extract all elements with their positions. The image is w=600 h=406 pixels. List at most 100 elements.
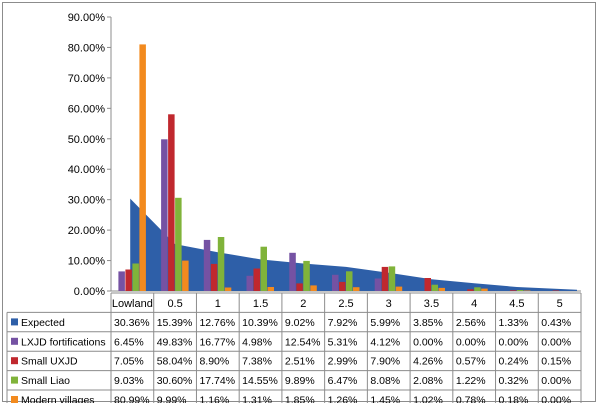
data-label: 10.39% xyxy=(242,317,278,329)
bar-small-uxjd xyxy=(168,114,175,291)
x-tick-label: 3.5 xyxy=(424,298,439,310)
bar-modern-villages xyxy=(182,260,189,291)
data-label: 0.15% xyxy=(541,356,571,368)
data-label: 16.77% xyxy=(199,336,235,348)
data-label: 0.43% xyxy=(541,317,571,329)
bar-modern-villages xyxy=(353,287,360,291)
bar-small-uxjd xyxy=(552,290,560,291)
data-label: 0.57% xyxy=(456,356,486,368)
bar-small-liao xyxy=(516,290,524,291)
data-label: 30.36% xyxy=(114,317,150,329)
data-label: 0.00% xyxy=(456,336,486,348)
legend-key-swatch xyxy=(11,337,18,345)
data-label: 12.54% xyxy=(285,336,321,348)
expected-area-layer xyxy=(130,198,577,291)
data-label: 7.92% xyxy=(328,317,358,329)
data-label: 30.60% xyxy=(157,375,193,387)
data-label: 4.12% xyxy=(370,336,400,348)
chart-svg: 0.00%10.00%20.00%30.00%40.00%50.00%60.00… xyxy=(6,12,582,404)
y-tick-label: 10.00% xyxy=(68,256,106,268)
data-label: 80.99% xyxy=(114,395,150,404)
legend-key-swatch xyxy=(11,396,18,403)
data-label: 8.08% xyxy=(370,375,400,387)
y-tick-label: 90.00% xyxy=(68,12,106,24)
data-label: 0.78% xyxy=(456,395,486,404)
data-label: 7.38% xyxy=(242,356,272,368)
bar-small-liao xyxy=(346,271,353,291)
axes: 0.00% 10.00% 20.00% 30.00% 40.00% 50.00% 60.00… xyxy=(68,12,581,298)
data-label: 0.18% xyxy=(499,395,529,404)
data-label: 1.45% xyxy=(370,395,400,404)
bar-small-liao xyxy=(388,266,396,291)
x-tick-label: 2.5 xyxy=(338,298,353,310)
x-tick-label: 4.5 xyxy=(509,298,524,310)
data-label: 49.83% xyxy=(157,336,193,348)
data-table: Lowland 0.5 1 1.5 2 2.5 3 3.5 4 4.5 5 Expected 30.36… xyxy=(6,292,582,404)
data-label: 1.02% xyxy=(413,395,443,404)
x-tick-label: 1 xyxy=(215,298,221,310)
data-label: 14.55% xyxy=(242,375,278,387)
bar-small-liao xyxy=(132,263,139,291)
x-tick-label: 2 xyxy=(300,298,306,310)
bar-modern-villages xyxy=(523,290,531,291)
data-label: 0.00% xyxy=(499,336,529,348)
bar-small-uxjd xyxy=(296,283,303,291)
data-label: 2.56% xyxy=(456,317,486,329)
bar-lxjd-fortifications xyxy=(332,274,339,291)
legend-entry: Small Liao xyxy=(21,375,70,387)
y-tick-label: 50.00% xyxy=(68,134,106,146)
bar-small-uxjd xyxy=(125,269,132,291)
data-label: 8.90% xyxy=(199,356,229,368)
data-label: 1.33% xyxy=(499,317,529,329)
data-label: 0.00% xyxy=(541,336,571,348)
data-label: 7.90% xyxy=(370,356,400,368)
data-label: 0.00% xyxy=(413,336,443,348)
x-tick-label: 4 xyxy=(471,298,477,310)
bar-lxjd-fortifications xyxy=(161,139,168,291)
legend-key-swatch xyxy=(11,318,18,326)
bar-small-liao xyxy=(431,284,438,291)
data-label: 5.31% xyxy=(328,336,358,348)
bar-small-liao xyxy=(303,260,310,291)
y-tick-label: 40.00% xyxy=(68,164,106,176)
x-tick-label: Lowland xyxy=(112,298,153,310)
data-label: 6.47% xyxy=(328,375,358,387)
data-label: 1.31% xyxy=(242,395,272,404)
data-label: 0.24% xyxy=(499,356,529,368)
y-tick-label: 70.00% xyxy=(68,73,106,85)
bar-modern-villages xyxy=(438,287,445,291)
data-label: 15.39% xyxy=(157,317,193,329)
data-label: 4.26% xyxy=(413,356,443,368)
data-label: 9.89% xyxy=(285,375,315,387)
data-label: 2.99% xyxy=(328,356,358,368)
data-label: 58.04% xyxy=(157,356,193,368)
bar-small-uxjd xyxy=(509,290,517,291)
data-label: 1.26% xyxy=(328,395,358,404)
bar-modern-villages xyxy=(310,285,317,291)
data-label: 3.85% xyxy=(413,317,443,329)
legend-entry: Small UXJD xyxy=(21,356,78,368)
legend-entry: Modern villages xyxy=(21,395,95,404)
data-label: 9.02% xyxy=(285,317,315,329)
data-label: 0.32% xyxy=(499,375,529,387)
x-tick-label: 0.5 xyxy=(167,298,182,310)
bar-lxjd-fortifications xyxy=(289,252,296,291)
legend-entry: LXJD fortifications xyxy=(21,336,106,348)
legend-key-swatch xyxy=(11,357,18,365)
bar-modern-villages xyxy=(481,288,488,291)
data-label: 9.03% xyxy=(114,375,144,387)
data-label: 7.05% xyxy=(114,356,144,368)
bar-lxjd-fortifications xyxy=(246,275,253,291)
data-label: 6.45% xyxy=(114,336,144,348)
y-tick-label: 60.00% xyxy=(68,103,106,115)
bar-modern-villages xyxy=(267,287,274,291)
data-label: 1.16% xyxy=(199,395,229,404)
bar-small-uxjd xyxy=(381,266,389,291)
data-label: 12.76% xyxy=(199,317,235,329)
bar-small-uxjd xyxy=(467,289,474,291)
bar-modern-villages xyxy=(139,44,146,292)
bar-small-uxjd xyxy=(210,263,218,291)
bar-small-liao xyxy=(217,237,225,291)
bar-lxjd-fortifications xyxy=(203,239,211,291)
